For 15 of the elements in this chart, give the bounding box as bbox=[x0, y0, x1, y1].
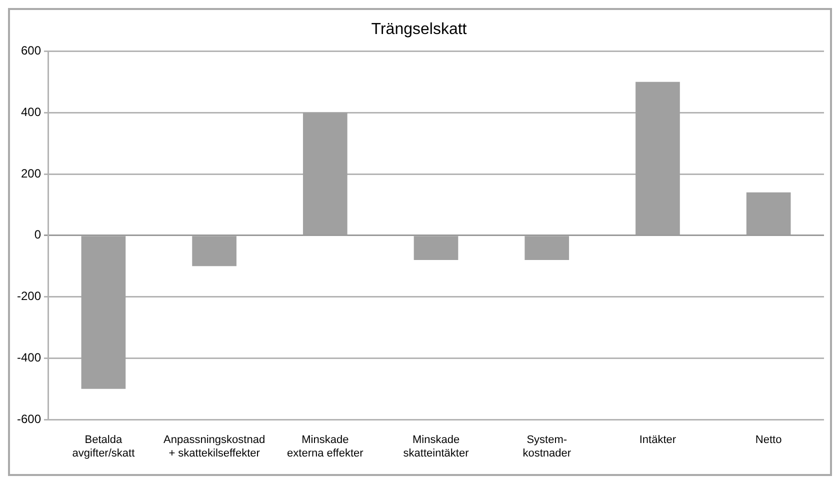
y-tick-label: 400 bbox=[20, 104, 42, 119]
y-tick-label: 200 bbox=[20, 166, 42, 180]
x-tick-label: System-kostnader bbox=[522, 434, 572, 460]
x-tick-label: Netto bbox=[755, 434, 782, 446]
y-tick-label: 0 bbox=[34, 228, 42, 242]
chart-title: Trängselskatt bbox=[371, 21, 468, 38]
x-tick-label: Intäkter bbox=[639, 434, 676, 446]
x-tick-label: Minskade skatteintäkter bbox=[403, 434, 470, 460]
x-tick-label: Betalda avgifter/skatt bbox=[72, 434, 135, 460]
y-tick-label: -200 bbox=[16, 289, 42, 304]
y-tick-label: 600 bbox=[20, 44, 42, 58]
x-tick-label: Minskade externa effekter bbox=[287, 434, 364, 460]
y-tick-label: -400 bbox=[16, 350, 42, 365]
x-tick-label: Anpassningskostnad + skattekilseffekter bbox=[164, 434, 266, 460]
y-tick-label: -600 bbox=[16, 412, 42, 426]
